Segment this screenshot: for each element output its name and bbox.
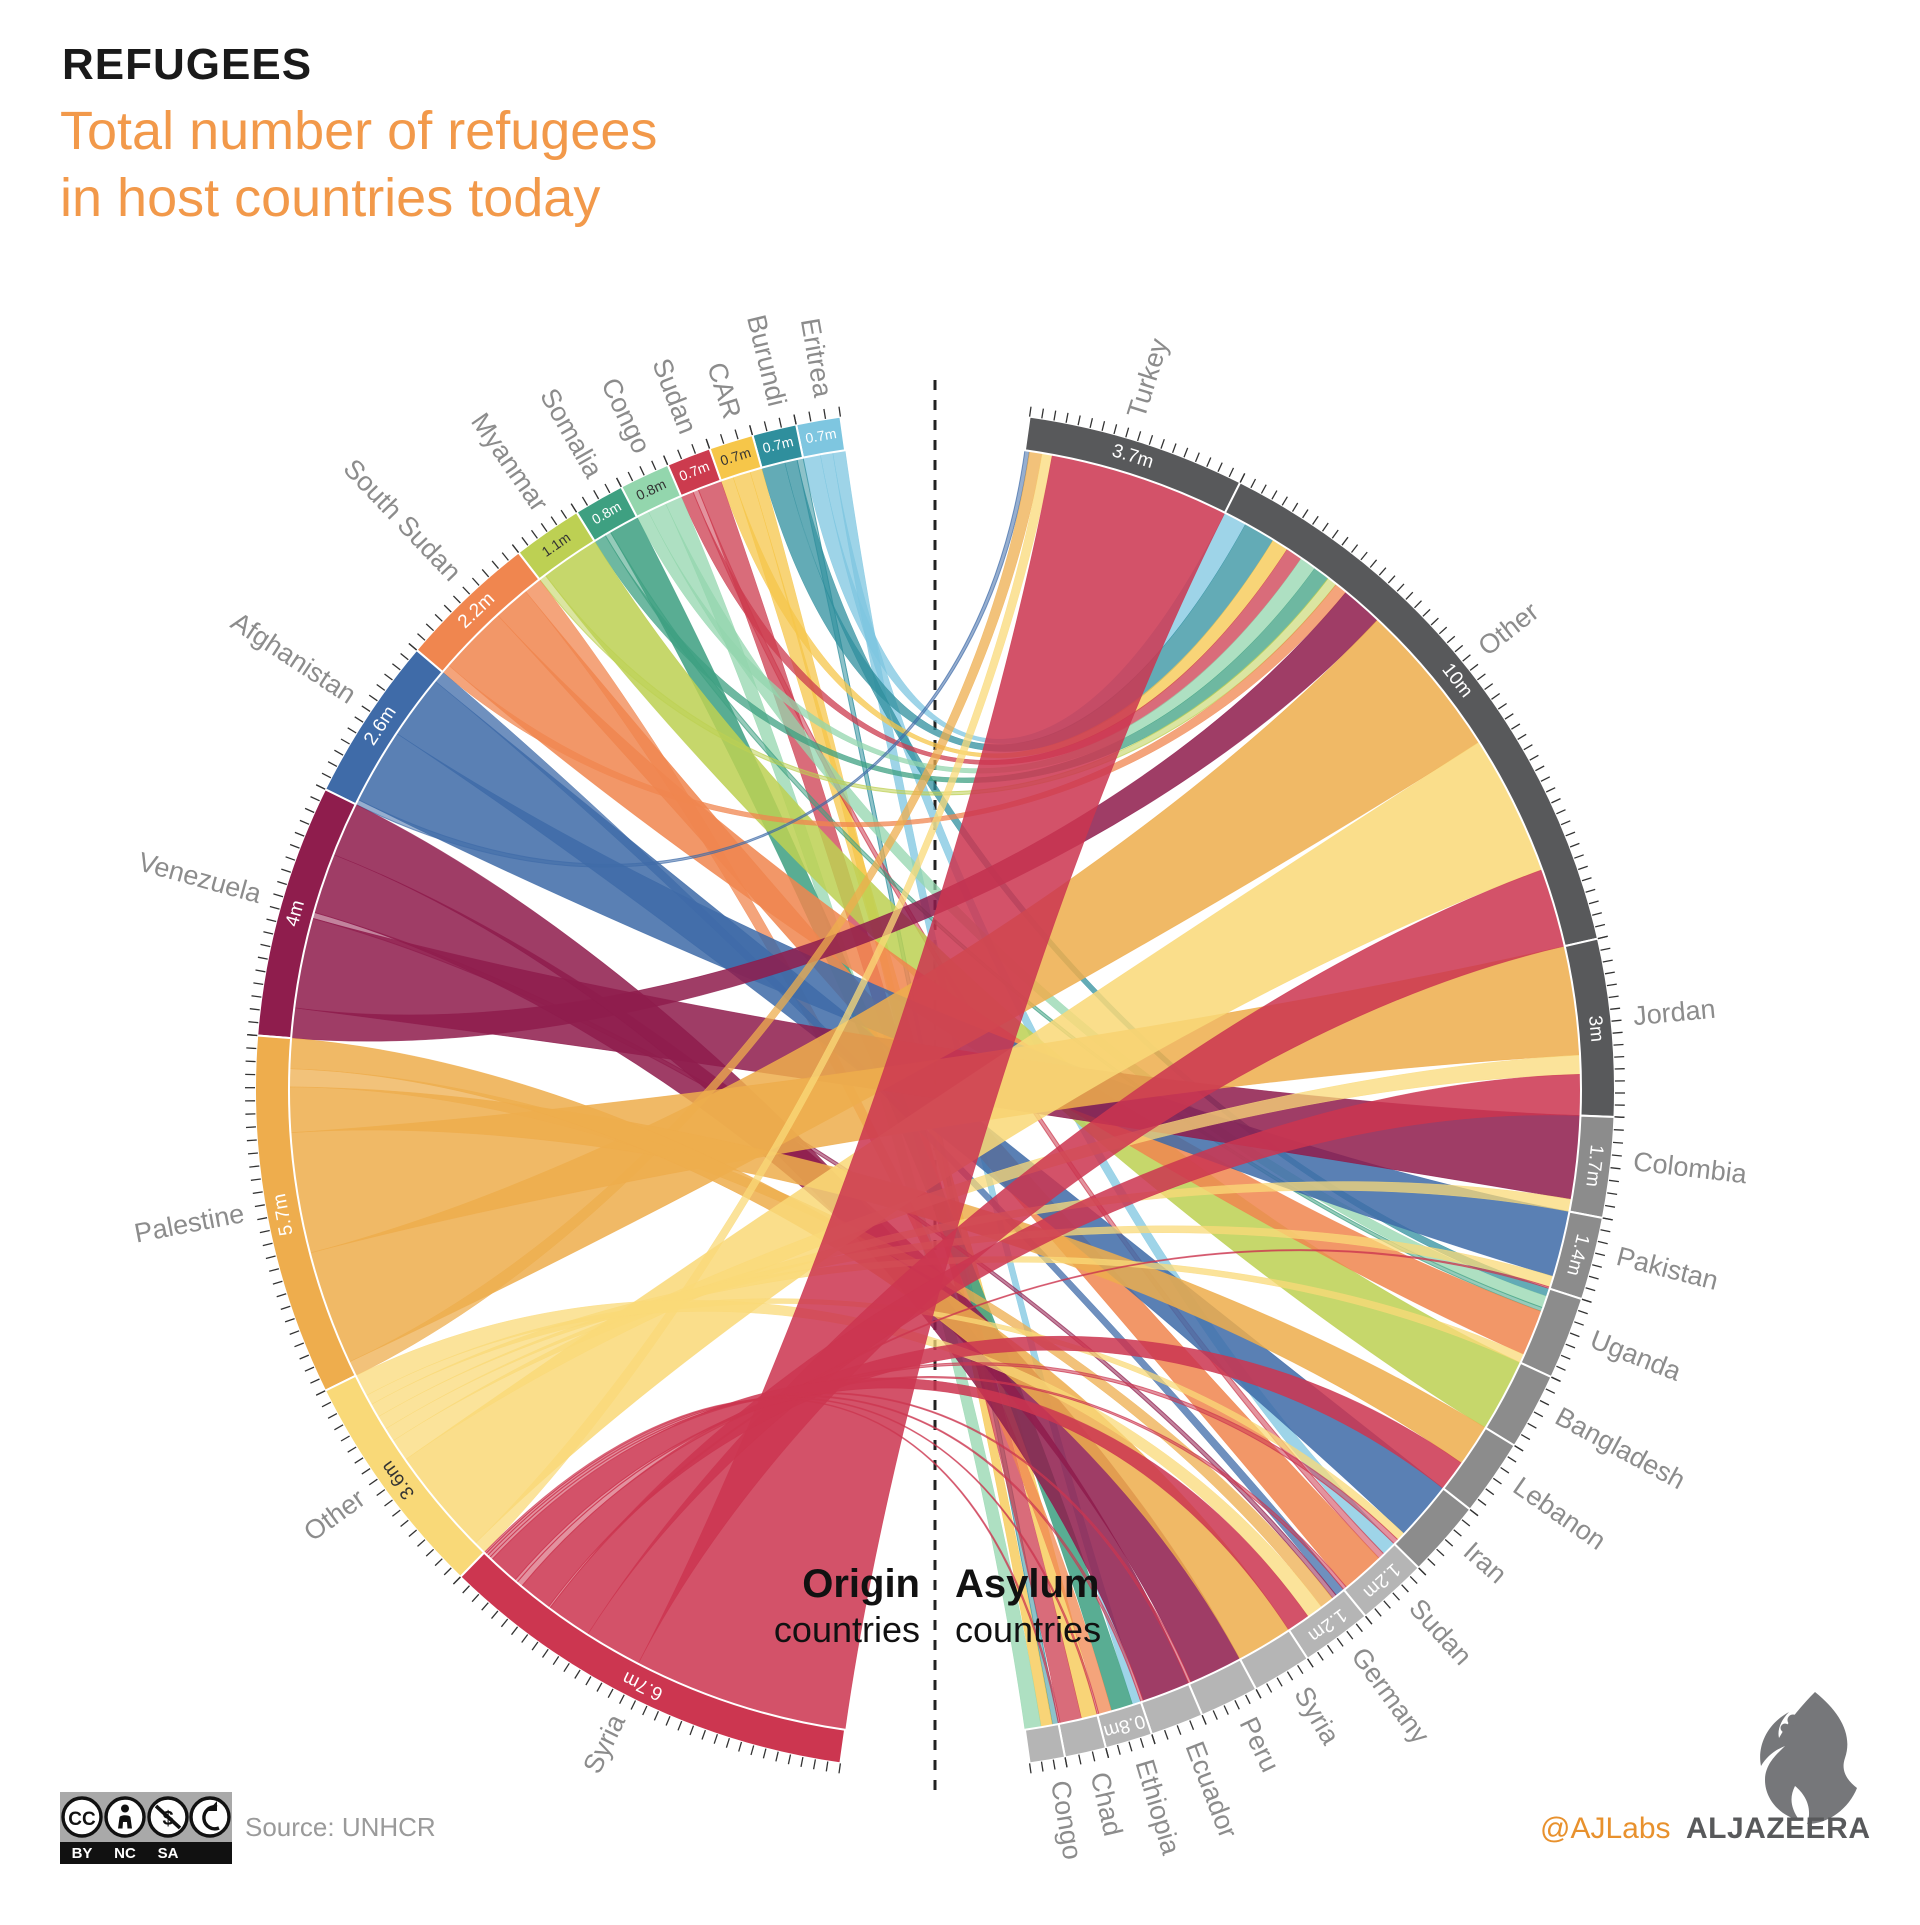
svg-text:Peru: Peru	[1234, 1712, 1286, 1776]
svg-text:Other: Other	[1473, 596, 1545, 661]
svg-text:Burundi: Burundi	[741, 312, 792, 410]
svg-text:BY: BY	[72, 1845, 93, 1862]
svg-text:Pakistan: Pakistan	[1614, 1241, 1722, 1296]
svg-text:Bangladesh: Bangladesh	[1550, 1401, 1690, 1495]
svg-text:Afghanistan: Afghanistan	[226, 606, 362, 709]
svg-text:Congo: Congo	[1045, 1778, 1088, 1861]
svg-text:Sudan: Sudan	[646, 354, 702, 438]
svg-text:Lebanon: Lebanon	[1508, 1471, 1611, 1556]
svg-text:Other: Other	[298, 1483, 370, 1547]
svg-text:CC: CC	[68, 1809, 96, 1830]
svg-text:Syria: Syria	[577, 1709, 631, 1778]
svg-text:Congo: Congo	[595, 373, 656, 458]
svg-text:Venezuela: Venezuela	[135, 847, 266, 910]
svg-text:Somalia: Somalia	[534, 383, 609, 483]
svg-text:Ecuador: Ecuador	[1179, 1737, 1243, 1842]
svg-text:Ethiopia: Ethiopia	[1130, 1756, 1187, 1859]
svg-text:South Sudan: South Sudan	[338, 453, 468, 587]
svg-text:Iran: Iran	[1458, 1536, 1513, 1589]
svg-text:Colombia: Colombia	[1632, 1146, 1750, 1189]
svg-text:Palestine: Palestine	[132, 1198, 247, 1248]
svg-text:Jordan: Jordan	[1632, 994, 1717, 1031]
svg-text:NC: NC	[114, 1845, 136, 1862]
svg-text:Sudan: Sudan	[1403, 1593, 1478, 1671]
svg-text:CAR: CAR	[701, 359, 747, 422]
svg-text:3m: 3m	[1584, 1015, 1607, 1043]
svg-text:Syria: Syria	[1288, 1681, 1346, 1750]
svg-text:Uganda: Uganda	[1586, 1324, 1686, 1387]
svg-text:Germany: Germany	[1345, 1642, 1435, 1750]
svg-text:Myanmar: Myanmar	[465, 407, 554, 517]
svg-text:SA: SA	[158, 1845, 179, 1862]
svg-text:Turkey: Turkey	[1121, 334, 1174, 421]
svg-text:Chad: Chad	[1085, 1769, 1129, 1839]
svg-text:Eritrea: Eritrea	[795, 316, 838, 400]
